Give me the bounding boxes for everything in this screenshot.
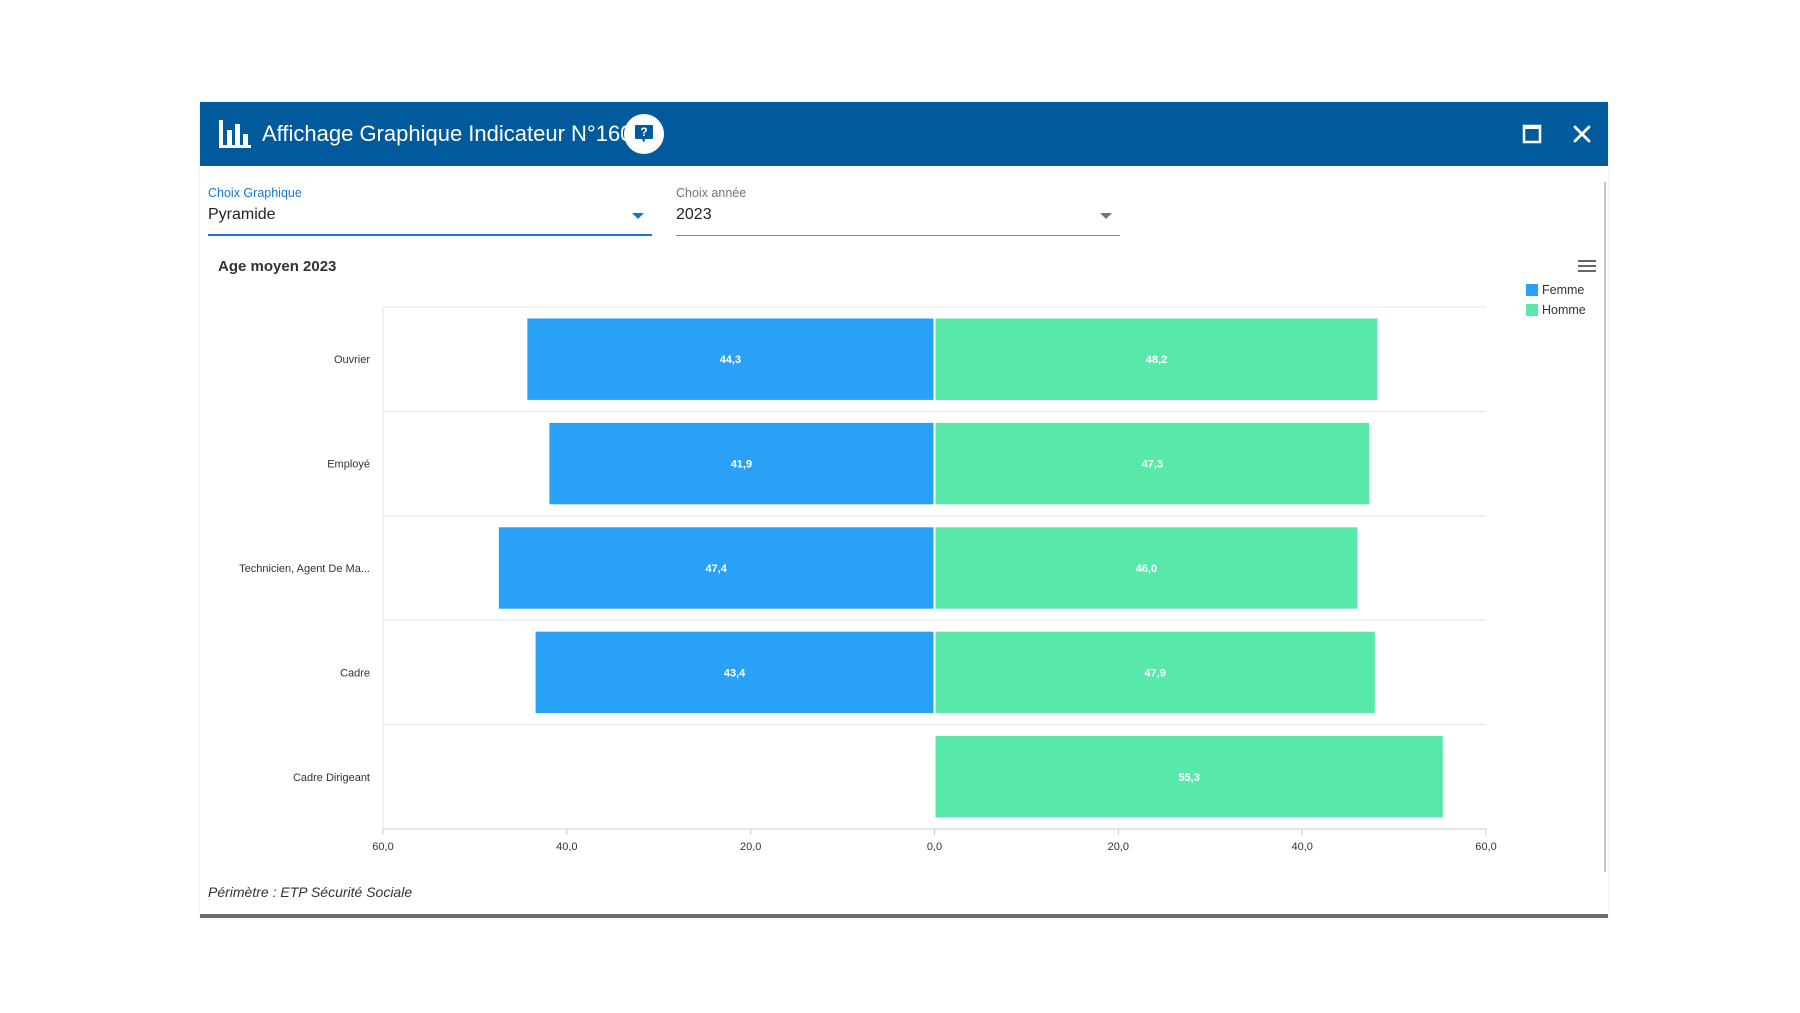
chevron-down-icon[interactable] (1100, 213, 1112, 219)
chart-dialog: Affichage Graphique Indicateur N°160 ? C… (200, 102, 1608, 918)
vertical-scrollbar[interactable] (1604, 182, 1606, 872)
year-value[interactable]: 2023 (676, 206, 712, 223)
data-label: 47,4 (705, 563, 727, 575)
year-select[interactable]: Choix année 2023 (676, 186, 1120, 236)
chart-title: Age moyen 2023 (218, 258, 337, 275)
bar-femme[interactable] (527, 318, 934, 400)
bar-femme[interactable] (549, 422, 934, 505)
data-label: 46,0 (1136, 563, 1157, 575)
x-tick-label: 40,0 (1291, 841, 1312, 853)
category-label: Employé (327, 459, 370, 471)
category-label: Ouvrier (334, 354, 370, 366)
legend-label-femme: Femme (1542, 283, 1585, 297)
legend-item-homme[interactable]: Homme (1526, 300, 1586, 320)
bar-homme[interactable] (935, 631, 1375, 714)
x-tick-label: 60,0 (1475, 841, 1496, 853)
bar-chart-icon (219, 120, 251, 148)
legend-swatch-homme (1526, 304, 1538, 316)
dialog-titlebar: Affichage Graphique Indicateur N°160 ? (200, 102, 1608, 166)
legend-label-homme: Homme (1542, 303, 1586, 317)
chevron-down-icon[interactable] (632, 213, 644, 219)
x-tick-label: 60,0 (372, 841, 393, 853)
x-tick-label: 20,0 (740, 841, 761, 853)
data-label: 41,9 (731, 459, 752, 471)
dialog-title: Affichage Graphique Indicateur N°160 (262, 121, 633, 146)
bar-femme[interactable] (535, 631, 934, 714)
chart-type-select[interactable]: Choix Graphique Pyramide (208, 186, 652, 236)
help-button[interactable]: ? (624, 114, 664, 154)
category-label: Technicien, Agent De Ma... (239, 563, 370, 575)
legend-item-femme[interactable]: Femme (1526, 280, 1586, 300)
bar-homme[interactable] (935, 736, 1443, 818)
data-label: 43,4 (724, 667, 746, 679)
maximize-button[interactable] (1520, 122, 1544, 146)
svg-text:?: ? (640, 125, 647, 139)
footer-scope-text: Périmètre : ETP Sécurité Sociale (208, 884, 413, 900)
legend-swatch-femme (1526, 284, 1538, 296)
chart-legend: Femme Homme (1526, 280, 1586, 320)
year-underline (676, 235, 1120, 236)
chart-type-underline (208, 234, 652, 236)
pyramid-chart: 60,0 40,0 20,0 0,0 20,0 40,0 60,0 Ouvrier 44,3 48… (239, 306, 1497, 853)
bar-homme[interactable] (935, 318, 1378, 400)
category-label: Cadre (340, 667, 370, 679)
x-tick-label: 0,0 (927, 841, 942, 853)
data-label: 44,3 (720, 354, 741, 366)
bar-femme[interactable] (498, 527, 934, 609)
data-label: 47,3 (1142, 459, 1163, 471)
data-label: 55,3 (1178, 772, 1199, 784)
data-label: 47,9 (1144, 667, 1165, 679)
year-label: Choix année (676, 186, 747, 200)
data-label: 48,2 (1146, 354, 1167, 366)
x-tick-label: 20,0 (1108, 841, 1129, 853)
x-tick-label: 40,0 (556, 841, 577, 853)
chart-type-value[interactable]: Pyramide (208, 206, 276, 223)
chart-menu-icon[interactable] (1578, 260, 1596, 274)
question-bubble-icon: ? (635, 125, 653, 143)
category-label: Cadre Dirigeant (293, 772, 370, 784)
bar-homme[interactable] (935, 527, 1358, 609)
bar-homme[interactable] (935, 422, 1370, 505)
chart-type-label: Choix Graphique (208, 186, 302, 200)
close-button[interactable] (1570, 122, 1594, 146)
